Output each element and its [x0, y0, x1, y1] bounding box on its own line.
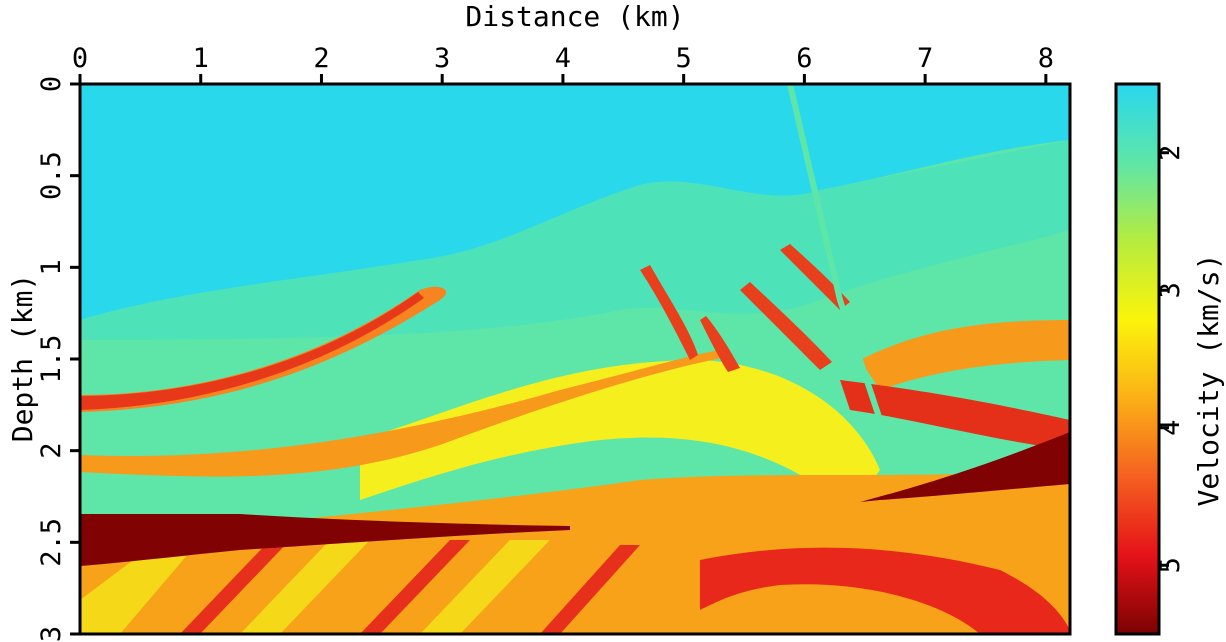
colorbar-tick-label: 5 — [1155, 557, 1186, 573]
fault-block-reds — [640, 244, 850, 372]
horizon-red-left — [80, 292, 424, 410]
colorbar-ticks: 2 3 4 5 — [1155, 145, 1186, 574]
y-tick-label: 3 — [36, 626, 67, 642]
y-tick-label: 1.5 — [36, 335, 67, 384]
x-axis-title: Distance (km) — [465, 0, 684, 33]
x-axis-ticks: 0 1 2 3 4 5 6 7 8 — [72, 43, 1054, 84]
water-layer — [80, 84, 1070, 320]
y-axis-title: Depth (km) — [6, 274, 39, 443]
right-red-layer — [840, 380, 1070, 450]
right-orange-layers — [860, 320, 1070, 390]
colorbar — [1114, 82, 1161, 636]
deep-red-stripes — [180, 540, 640, 634]
y-tick-label: 1 — [36, 259, 67, 275]
x-tick-label: 3 — [434, 43, 450, 74]
x-tick-label: 1 — [193, 43, 209, 74]
deep-yellow-stripes — [80, 540, 550, 634]
x-tick-label: 0 — [72, 43, 88, 74]
y-tick-label: 0.5 — [36, 151, 67, 200]
yellow-band — [360, 360, 880, 510]
velocity-heatmap — [80, 84, 1070, 634]
deep-red-fold — [700, 547, 1070, 634]
x-tick-label: 7 — [917, 43, 933, 74]
x-tick-label: 2 — [313, 43, 329, 74]
x-tick-label: 8 — [1038, 43, 1054, 74]
colorbar-tick-label: 2 — [1155, 145, 1186, 161]
deep-orange-fold — [80, 470, 1070, 634]
colorbar-title: Velocity (km/s) — [1192, 254, 1225, 507]
y-tick-label: 0 — [36, 76, 67, 92]
salt-body-left — [80, 514, 570, 566]
x-tick-label: 5 — [676, 43, 692, 74]
y-axis-ticks: 0 0.5 1 1.5 2 2.5 3 — [36, 76, 80, 642]
y-tick-label: 2.5 — [36, 518, 67, 567]
colorbar-tick-label: 4 — [1155, 420, 1186, 436]
horizon-orange-mid — [80, 350, 722, 477]
y-tick-label: 2 — [36, 443, 67, 459]
x-tick-label: 4 — [555, 43, 571, 74]
plot-frame — [78, 82, 1072, 636]
fault-line — [787, 84, 883, 421]
colorbar-tick-label: 3 — [1155, 282, 1186, 298]
x-tick-label: 6 — [796, 43, 812, 74]
salt-body-right — [860, 432, 1070, 502]
